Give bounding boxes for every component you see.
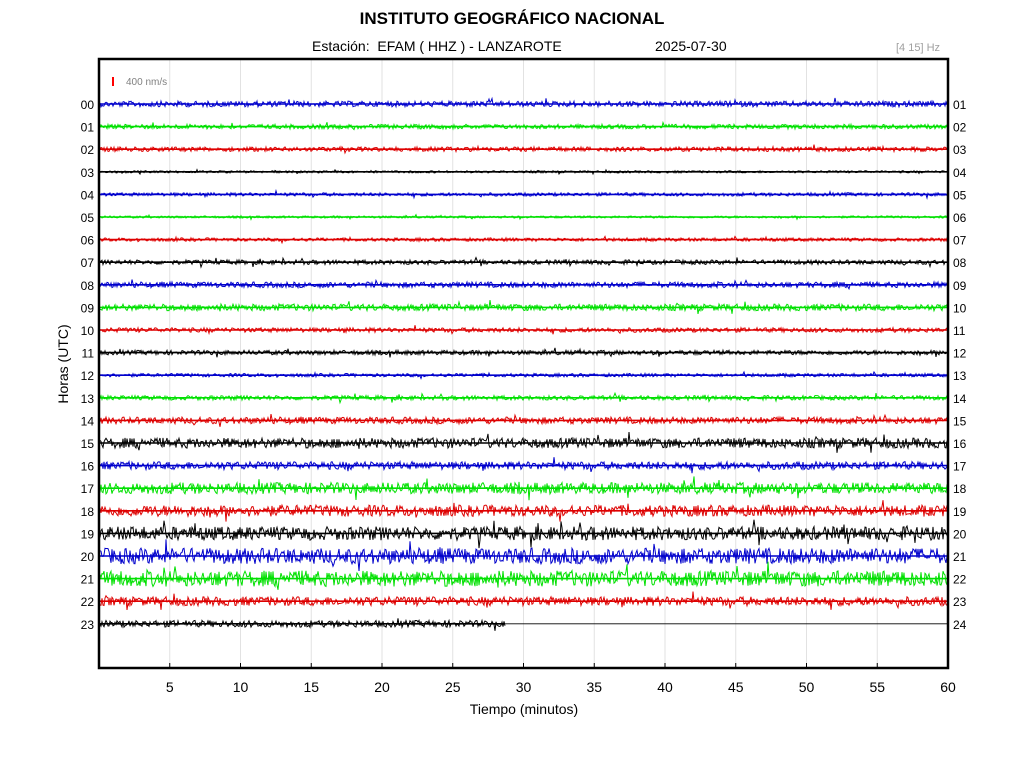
x-axis: 5 10 15 20 25 30 35 40 45 50 55 60 — [166, 663, 956, 695]
x-tick-label-25: 25 — [445, 679, 461, 695]
x-tick-label-45: 45 — [728, 679, 744, 695]
hour-label-right-02: 02 — [953, 121, 967, 135]
hour-label-right-01: 01 — [953, 98, 967, 112]
x-tick-label-20: 20 — [374, 679, 390, 695]
x-tick-label-5: 5 — [166, 679, 174, 695]
hour-label-right-24: 24 — [953, 618, 967, 632]
x-tick-label-60: 60 — [940, 679, 956, 695]
hour-label-right-10: 10 — [953, 301, 967, 315]
scale-bar — [112, 77, 114, 86]
hour-label-left-18: 18 — [81, 505, 95, 519]
hour-label-left-01: 01 — [81, 121, 95, 135]
hour-label-left-07: 07 — [81, 256, 95, 270]
hour-label-left-08: 08 — [81, 279, 95, 293]
hour-label-right-14: 14 — [953, 392, 967, 406]
hour-label-right-09: 09 — [953, 279, 967, 293]
trace-hour-15 — [99, 432, 949, 453]
hour-label-left-00: 00 — [81, 98, 95, 112]
hour-label-left-12: 12 — [81, 369, 95, 383]
hour-label-right-06: 06 — [953, 211, 967, 225]
hour-label-right-13: 13 — [953, 369, 967, 383]
x-tick-label-35: 35 — [586, 679, 602, 695]
trace-hour-14 — [99, 413, 949, 427]
hour-label-left-04: 04 — [81, 188, 95, 202]
hour-label-right-17: 17 — [953, 460, 967, 474]
hour-label-left-21: 21 — [81, 573, 95, 587]
trace-hour-16 — [99, 457, 949, 474]
hour-label-right-22: 22 — [953, 573, 967, 587]
x-tick-label-40: 40 — [657, 679, 673, 695]
hour-label-left-15: 15 — [81, 437, 95, 451]
hour-label-left-19: 19 — [81, 527, 95, 541]
trace-hour-10 — [99, 325, 949, 336]
hour-label-right-21: 21 — [953, 550, 967, 564]
x-tick-label-10: 10 — [233, 679, 249, 695]
hour-label-left-22: 22 — [81, 595, 95, 609]
hour-label-right-03: 03 — [953, 143, 967, 157]
x-tick-label-30: 30 — [516, 679, 532, 695]
x-axis-label: Tiempo (minutos) — [470, 701, 578, 717]
plot-frame — [97, 57, 950, 670]
hour-label-right-19: 19 — [953, 505, 967, 519]
hour-label-right-16: 16 — [953, 437, 967, 451]
hour-label-left-02: 02 — [81, 143, 95, 157]
trace-hour-11 — [99, 347, 949, 358]
y-axis-label: Horas (UTC) — [55, 324, 71, 403]
hour-label-left-05: 05 — [81, 211, 95, 225]
hour-label-left-11: 11 — [82, 347, 95, 361]
trace-hour-23 — [99, 618, 506, 631]
hour-label-right-07: 07 — [953, 234, 967, 248]
hour-label-right-05: 05 — [953, 188, 967, 202]
hour-label-right-04: 04 — [953, 166, 967, 180]
traces — [99, 96, 949, 631]
scale-label: 400 nm/s — [126, 77, 167, 88]
filter-band-label: [4 15] Hz — [896, 42, 941, 54]
hour-label-left-03: 03 — [81, 166, 95, 180]
hour-label-left-14: 14 — [81, 414, 95, 428]
hour-label-left-09: 09 — [81, 301, 95, 315]
x-tick-label-55: 55 — [869, 679, 885, 695]
hour-label-right-15: 15 — [953, 414, 967, 428]
hour-label-left-20: 20 — [81, 550, 95, 564]
hour-label-left-16: 16 — [81, 460, 95, 474]
hour-label-right-11: 11 — [953, 324, 966, 338]
station-label: Estación: EFAM ( HHZ ) - LANZAROTE — [312, 38, 562, 54]
hour-label-right-23: 23 — [953, 595, 967, 609]
date-label: 2025-07-30 — [655, 38, 727, 54]
hour-label-left-06: 06 — [81, 234, 95, 248]
hour-label-right-20: 20 — [953, 527, 967, 541]
trace-hour-17 — [99, 476, 949, 501]
hour-label-left-17: 17 — [81, 482, 95, 496]
x-tick-label-50: 50 — [799, 679, 815, 695]
x-tick-label-15: 15 — [303, 679, 319, 695]
chart-title: INSTITUTO GEOGRÁFICO NACIONAL — [359, 9, 665, 28]
grid-lines — [169, 59, 878, 668]
hour-label-left-10: 10 — [81, 324, 95, 338]
hour-label-left-13: 13 — [81, 392, 95, 406]
hour-labels: 00 01 01 02 02 03 03 04 04 05 05 06 06 07 07 08 08 09 09 10… — [81, 98, 967, 632]
hour-label-left-23: 23 — [81, 618, 95, 632]
hour-label-right-18: 18 — [953, 482, 967, 496]
hour-label-right-12: 12 — [953, 347, 967, 361]
hour-label-right-08: 08 — [953, 256, 967, 270]
